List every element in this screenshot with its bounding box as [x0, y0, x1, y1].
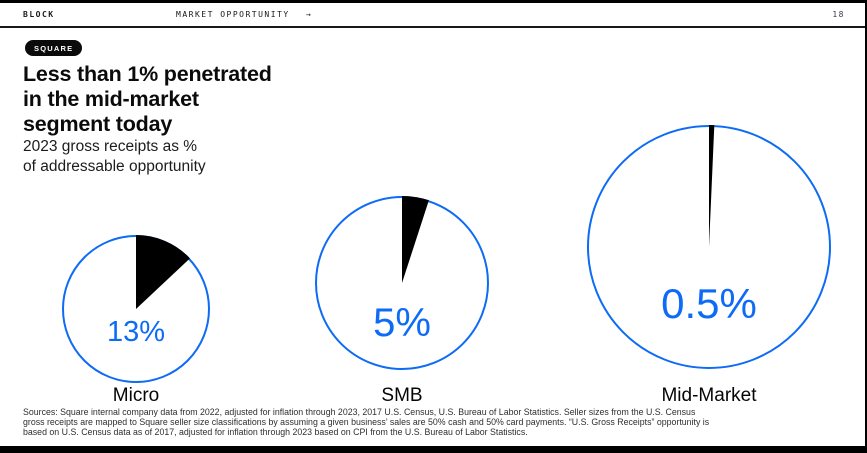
footnote-line-1: Sources: Square internal company data fr… — [23, 407, 696, 417]
pie-chart-micro: 13% Micro — [61, 234, 211, 424]
subtitle-line-2: of addressable opportunity — [23, 158, 206, 175]
chart-subtitle: 2023 gross receipts as % of addressable … — [23, 137, 206, 177]
pie-svg — [62, 235, 210, 383]
pie-chart-mid-market: 0.5% Mid-Market — [586, 124, 832, 414]
sources-footnote: Sources: Square internal company data fr… — [23, 407, 758, 437]
footnote-line-3: based on U.S. Census data as of 2017, ad… — [23, 427, 528, 437]
title-line-2: in the mid-market — [23, 87, 199, 111]
pie-category-label: Mid-Market — [661, 385, 757, 406]
pie-svg — [315, 196, 489, 370]
title-line-3: segment today — [23, 112, 173, 136]
pie-value-label: 5% — [373, 301, 431, 345]
pie-value-label: 13% — [106, 316, 166, 348]
right-border — [865, 0, 867, 453]
top-border — [0, 0, 867, 3]
pie-svg — [587, 125, 831, 369]
bottom-border — [0, 446, 867, 453]
footnote-line-2: gross receipts are mapped to Square sell… — [23, 417, 710, 427]
arrow-right-icon: → — [306, 10, 311, 19]
section-label: MARKET OPPORTUNITY — [176, 10, 290, 19]
pie-category-label: SMB — [381, 385, 423, 406]
pie-wedge — [709, 125, 715, 247]
pie-value-label: 0.5% — [661, 280, 757, 327]
pie-category-label: Micro — [112, 385, 160, 406]
pie-wedge — [136, 235, 190, 309]
page-number: 18 — [832, 10, 845, 19]
pie-wedge — [402, 196, 429, 283]
subtitle-line-1: 2023 gross receipts as % — [23, 138, 198, 155]
title-line-1: Less than 1% penetrated — [23, 62, 272, 86]
brand-logo: BLOCK — [23, 10, 55, 19]
square-badge: SQUARE — [25, 40, 83, 56]
header: BLOCK MARKET OPPORTUNITY → 18 — [0, 3, 867, 28]
section-title: MARKET OPPORTUNITY → — [176, 10, 311, 19]
page-title: Less than 1% penetrated in the mid-marke… — [23, 62, 272, 137]
pie-chart-smb: 5% SMB — [314, 195, 490, 415]
